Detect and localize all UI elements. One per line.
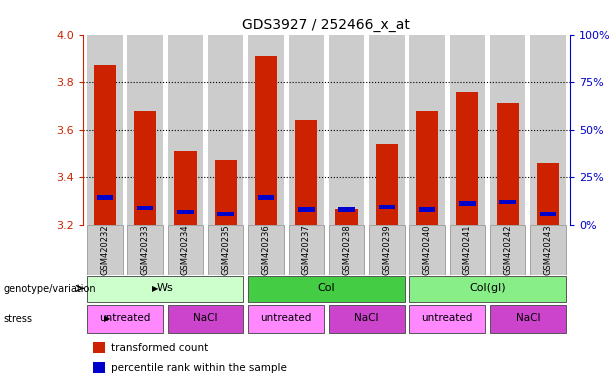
Bar — [450, 225, 485, 275]
Bar — [409, 35, 445, 225]
Text: GSM420241: GSM420241 — [463, 224, 472, 275]
Bar — [255, 56, 277, 225]
Text: Col: Col — [318, 283, 335, 293]
Text: genotype/variation: genotype/variation — [3, 284, 96, 294]
Bar — [450, 35, 485, 225]
Bar — [137, 206, 153, 210]
Text: NaCl: NaCl — [193, 313, 218, 323]
Bar — [409, 305, 485, 333]
Bar — [419, 207, 435, 212]
Bar — [530, 225, 566, 275]
Bar — [289, 225, 324, 275]
Bar — [87, 276, 243, 302]
Bar — [87, 225, 123, 275]
Text: ▶: ▶ — [152, 284, 159, 293]
Text: transformed count: transformed count — [111, 343, 208, 353]
Text: Col(gl): Col(gl) — [469, 283, 506, 293]
Bar — [97, 195, 113, 200]
Text: GSM420236: GSM420236 — [262, 224, 270, 275]
Bar — [376, 144, 398, 225]
Bar — [218, 212, 234, 216]
Title: GDS3927 / 252466_x_at: GDS3927 / 252466_x_at — [243, 18, 410, 32]
Bar — [459, 201, 476, 206]
Bar — [289, 35, 324, 225]
Bar — [134, 111, 156, 225]
Text: untreated: untreated — [99, 313, 151, 323]
Text: Ws: Ws — [157, 283, 173, 293]
Bar — [94, 65, 116, 225]
Text: GSM420235: GSM420235 — [221, 224, 230, 275]
Bar — [168, 35, 203, 225]
Text: GSM420239: GSM420239 — [383, 224, 391, 275]
Bar — [248, 225, 284, 275]
Bar — [490, 225, 525, 275]
Bar — [409, 225, 445, 275]
Bar — [335, 209, 357, 225]
Bar — [257, 195, 274, 200]
Bar — [329, 35, 364, 225]
Bar — [369, 225, 405, 275]
Bar — [500, 200, 516, 204]
Bar — [409, 276, 566, 302]
Text: NaCl: NaCl — [354, 313, 379, 323]
Text: GSM420243: GSM420243 — [544, 224, 552, 275]
Bar — [208, 35, 243, 225]
Text: percentile rank within the sample: percentile rank within the sample — [111, 362, 287, 372]
Text: untreated: untreated — [422, 313, 473, 323]
Bar — [93, 362, 105, 373]
Bar — [87, 305, 163, 333]
Text: NaCl: NaCl — [516, 313, 540, 323]
Bar — [490, 35, 525, 225]
Text: ▶: ▶ — [104, 314, 111, 323]
Bar — [87, 35, 123, 225]
Bar — [168, 305, 243, 333]
Bar — [530, 35, 566, 225]
Text: GSM420237: GSM420237 — [302, 224, 311, 275]
Bar — [329, 225, 364, 275]
Bar — [456, 91, 479, 225]
Bar — [379, 205, 395, 209]
Bar — [248, 305, 324, 333]
Text: GSM420240: GSM420240 — [422, 224, 432, 275]
Bar — [497, 103, 519, 225]
Bar — [128, 35, 163, 225]
Bar — [369, 35, 405, 225]
Bar — [329, 305, 405, 333]
Text: GSM420238: GSM420238 — [342, 224, 351, 275]
Bar — [537, 163, 559, 225]
Bar — [248, 35, 284, 225]
Bar — [490, 305, 566, 333]
Text: untreated: untreated — [261, 313, 312, 323]
Text: GSM420233: GSM420233 — [140, 224, 150, 275]
Bar — [93, 342, 105, 353]
Text: GSM420232: GSM420232 — [101, 224, 109, 275]
Bar — [215, 161, 237, 225]
Bar — [128, 225, 163, 275]
Bar — [248, 276, 405, 302]
Text: stress: stress — [3, 314, 32, 324]
Text: GSM420242: GSM420242 — [503, 224, 512, 275]
Bar — [298, 207, 314, 212]
Bar — [295, 120, 318, 225]
Bar — [338, 207, 355, 212]
Bar — [177, 210, 194, 214]
Bar — [174, 151, 197, 225]
Bar — [416, 111, 438, 225]
Bar — [208, 225, 243, 275]
Text: GSM420234: GSM420234 — [181, 224, 190, 275]
Bar — [539, 212, 556, 216]
Bar — [168, 225, 203, 275]
